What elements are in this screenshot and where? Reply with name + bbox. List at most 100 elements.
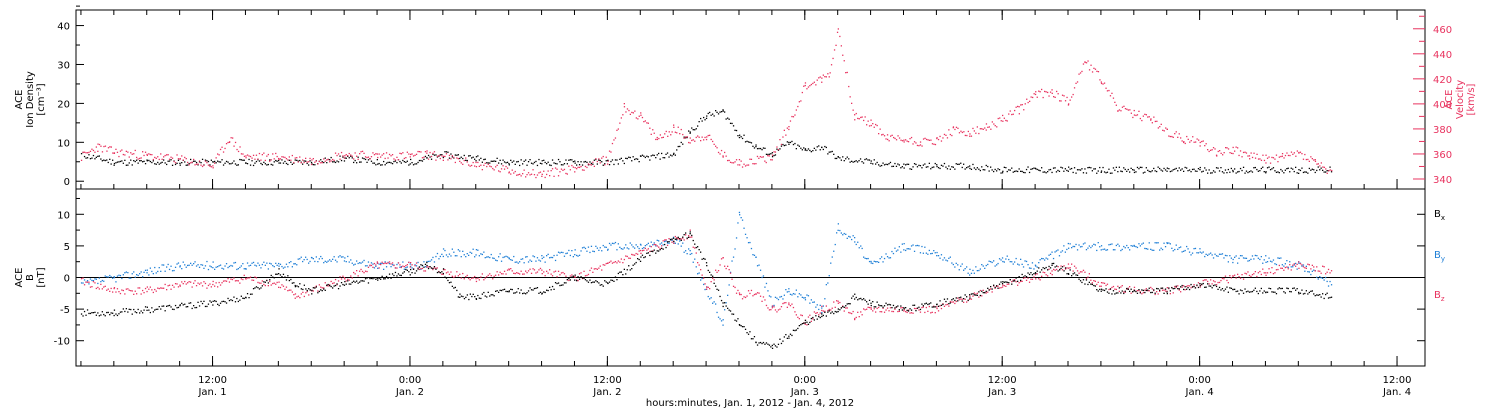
- density-series-point: [1090, 167, 1092, 169]
- density-series-point: [560, 164, 563, 166]
- bx-series-point: [1141, 289, 1143, 291]
- by-series-point: [333, 256, 335, 258]
- velocity-series-point: [872, 123, 874, 125]
- density-series-point: [1036, 168, 1038, 171]
- velocity-series-point: [830, 64, 833, 66]
- bz-series-point: [1320, 272, 1322, 274]
- bx-series-point: [803, 322, 805, 324]
- density-series-point: [1183, 170, 1185, 172]
- density-series-point: [593, 159, 595, 161]
- bz-series-point: [1161, 289, 1164, 291]
- bx-series-point: [722, 305, 724, 308]
- by-series-point: [727, 294, 729, 296]
- velocity-series-point: [103, 145, 105, 148]
- bx-series-point: [406, 269, 408, 271]
- bz-series-point: [928, 305, 930, 308]
- bx-series-point: [290, 278, 292, 281]
- density-series-point: [100, 158, 102, 160]
- by-series-point: [388, 263, 391, 265]
- velocity-series-point: [1145, 114, 1147, 116]
- velocity-series-point: [450, 158, 452, 160]
- bx-series-point: [252, 288, 255, 290]
- bx-series-point: [780, 342, 783, 345]
- bx-series-point: [833, 312, 835, 315]
- by-series-point: [576, 254, 578, 257]
- velocity-series-point: [311, 159, 313, 161]
- density-series-point: [1048, 169, 1050, 171]
- by-series-point: [800, 294, 802, 296]
- bx-series-point: [273, 277, 275, 279]
- density-series-point: [195, 161, 198, 164]
- by-series-point: [242, 263, 244, 265]
- bz-series-point: [1030, 278, 1032, 280]
- by-series-point: [593, 250, 595, 253]
- bx-series-point: [646, 252, 648, 254]
- velocity-series-point: [249, 155, 252, 158]
- bz-series-point: [190, 281, 192, 283]
- velocity-series-point: [377, 156, 379, 159]
- by-series-point: [729, 271, 732, 273]
- velocity-series-point: [421, 157, 424, 159]
- velocity-series-point: [312, 158, 314, 160]
- bz-series-point: [157, 287, 159, 289]
- bz-series-point: [569, 275, 571, 277]
- by-series-point: [1024, 260, 1026, 262]
- bx-series-point: [86, 309, 89, 311]
- bz-series-point: [1234, 274, 1236, 276]
- velocity-series-point: [317, 163, 319, 165]
- bx-series-point: [674, 238, 676, 240]
- bx-series-point: [300, 288, 302, 290]
- bx-series-point: [237, 300, 239, 303]
- density-series-point: [876, 161, 878, 164]
- bx-series-point: [415, 270, 418, 272]
- velocity-series-point: [578, 166, 581, 169]
- density-series-point: [128, 162, 130, 164]
- bz-series-point: [1325, 273, 1327, 275]
- by-series-point: [519, 261, 521, 263]
- bx-series-point: [1109, 288, 1112, 290]
- by-series-point: [815, 306, 817, 308]
- bz-series-point: [1102, 282, 1104, 284]
- bx-series-point: [752, 338, 754, 340]
- bz-series-point: [554, 270, 557, 272]
- density-series-point: [771, 152, 773, 154]
- velocity-series-point: [788, 126, 790, 128]
- by-series-point: [972, 269, 974, 272]
- velocity-series-point: [326, 159, 328, 161]
- velocity-series-point: [1295, 155, 1297, 157]
- bx-series-point: [1142, 289, 1144, 292]
- bx-series-point: [224, 301, 226, 303]
- density-series-point: [408, 164, 410, 166]
- bx-series-point: [553, 288, 555, 290]
- bz-series-point: [843, 310, 845, 312]
- by-series-point: [1263, 259, 1265, 261]
- density-series-point: [1112, 167, 1115, 169]
- by-series-point: [647, 242, 649, 244]
- bx-series-point: [441, 271, 443, 273]
- velocity-series-point: [741, 166, 744, 168]
- bx-series-point: [1059, 269, 1061, 271]
- by-series-point: [903, 243, 905, 245]
- bz-series-point: [998, 287, 1001, 289]
- bz-series-point: [809, 314, 811, 316]
- density-series-point: [472, 156, 474, 158]
- velocity-series-point: [1328, 170, 1330, 172]
- by-series-point: [1290, 266, 1292, 268]
- by-series-point: [740, 217, 742, 219]
- velocity-series-point: [447, 159, 449, 161]
- velocity-series-point: [1112, 97, 1115, 99]
- bz-series-point: [985, 292, 987, 294]
- density-series-point: [204, 159, 207, 161]
- by-series-point: [1100, 245, 1103, 247]
- by-series-point: [1171, 247, 1173, 249]
- bx-series-point: [217, 303, 219, 305]
- velocity-series-point: [535, 176, 537, 179]
- by-series-point: [1251, 255, 1254, 257]
- bz-series-point: [549, 269, 551, 271]
- density-series-point: [574, 162, 576, 164]
- velocity-series-point: [187, 161, 189, 164]
- velocity-series-point: [1117, 110, 1119, 112]
- density-series-point: [774, 154, 777, 156]
- bz-series-point: [592, 271, 594, 273]
